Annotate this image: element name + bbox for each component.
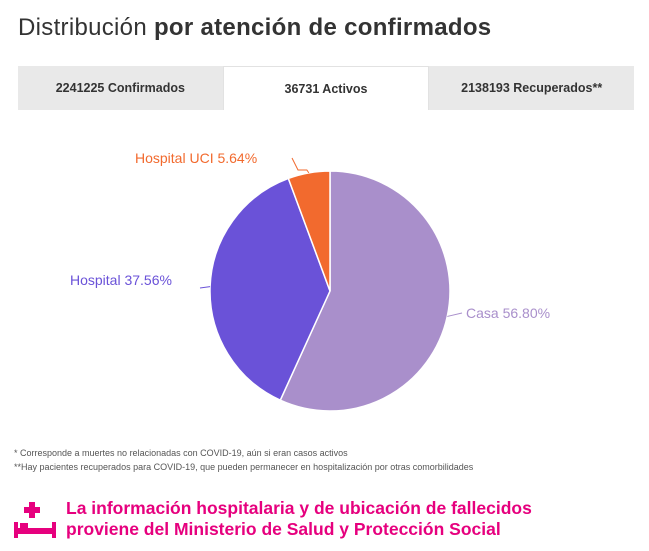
pie-label-1: Hospital 37.56% xyxy=(70,272,172,288)
info-note-line2: proviene del Ministerio de Salud y Prote… xyxy=(66,519,501,539)
info-note: La información hospitalaria y de ubicaci… xyxy=(14,496,644,544)
pie-leader-line-0 xyxy=(447,312,463,317)
info-note-line1: La información hospitalaria y de ubicaci… xyxy=(66,498,532,518)
title-bold: por atención de confirmados xyxy=(153,14,492,41)
hospital-bed-icon xyxy=(14,502,56,538)
tab-recuperados[interactable]: 2138193 Recuperados** xyxy=(461,81,603,95)
tab-confirmados[interactable]: 2241225 Confirmados xyxy=(55,81,185,95)
tab-bar: 2241225 Confirmados 36731 Activos 213819… xyxy=(18,66,634,110)
pie-leader-line-2 xyxy=(291,157,310,174)
pie-slice-0[interactable] xyxy=(279,170,451,412)
pie-chart: Casa 56.80% Hospital 37.56% Hospital UCI 5… xyxy=(0,110,649,440)
title-light: Distribución xyxy=(18,14,147,41)
footnote-2: **Hay pacientes recuperados para COVID-1… xyxy=(14,462,474,472)
pie-label-0: Casa 56.80% xyxy=(466,305,550,321)
pie-slice-2[interactable] xyxy=(287,170,331,292)
pie-label-2: Hospital UCI 5.64% xyxy=(135,150,257,166)
footnotes: * Corresponde a muertes no relacionadas … xyxy=(14,446,644,474)
footnote-1: * Corresponde a muertes no relacionadas … xyxy=(14,448,348,458)
tab-activos[interactable]: 36731 Activos xyxy=(222,66,430,110)
pie-leader-line-1 xyxy=(199,286,211,289)
page-title: Distribución por atención de confirmados xyxy=(18,14,491,42)
